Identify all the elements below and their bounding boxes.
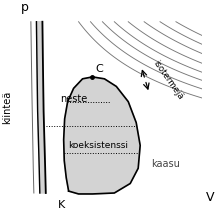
Text: isotermejä: isotermejä	[151, 59, 185, 101]
Text: p: p	[21, 1, 29, 14]
Text: neste: neste	[60, 94, 87, 104]
Text: koeksistenssi: koeksistenssi	[68, 141, 128, 150]
Text: kiinteä: kiinteä	[2, 91, 12, 124]
Text: K: K	[58, 200, 65, 210]
Polygon shape	[36, 22, 46, 193]
Text: C: C	[95, 64, 103, 74]
Text: kaasu: kaasu	[152, 159, 180, 169]
Text: V: V	[206, 191, 214, 204]
Polygon shape	[64, 77, 140, 194]
